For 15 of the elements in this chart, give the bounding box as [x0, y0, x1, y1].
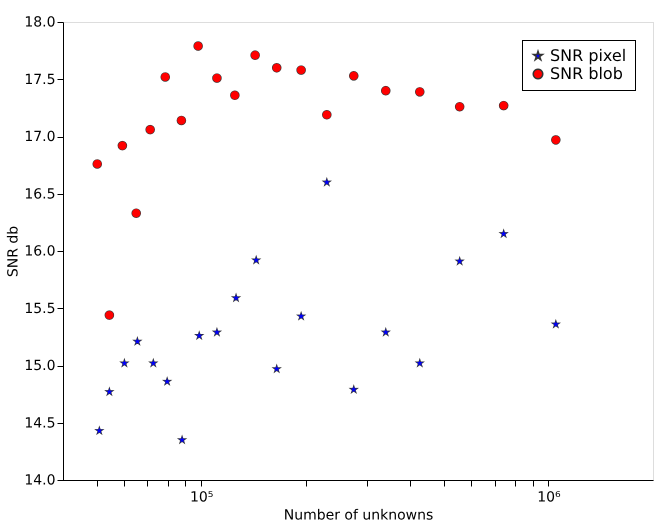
y-tick-label: 16.0: [24, 244, 56, 260]
y-tick-label: 15.0: [24, 358, 56, 374]
y-tick-label: 14.0: [24, 472, 56, 488]
y-tick-label: 18.0: [24, 14, 56, 30]
y-tick-label: 17.0: [24, 129, 56, 145]
y-tick-label: 16.5: [24, 186, 56, 202]
x-axis-title: Number of unknowns: [284, 508, 434, 524]
legend-label: SNR pixel: [550, 46, 626, 65]
y-tick-label: 17.5: [24, 72, 56, 88]
x-tick-label: 10⁵: [190, 490, 214, 506]
y-axis-title: SNR db: [5, 226, 22, 278]
y-tick-label: 14.5: [24, 415, 56, 432]
legend-label: SNR blob: [550, 64, 623, 83]
y-tick-label: 15.5: [24, 300, 56, 317]
x-tick-label: 10⁶: [537, 490, 562, 506]
